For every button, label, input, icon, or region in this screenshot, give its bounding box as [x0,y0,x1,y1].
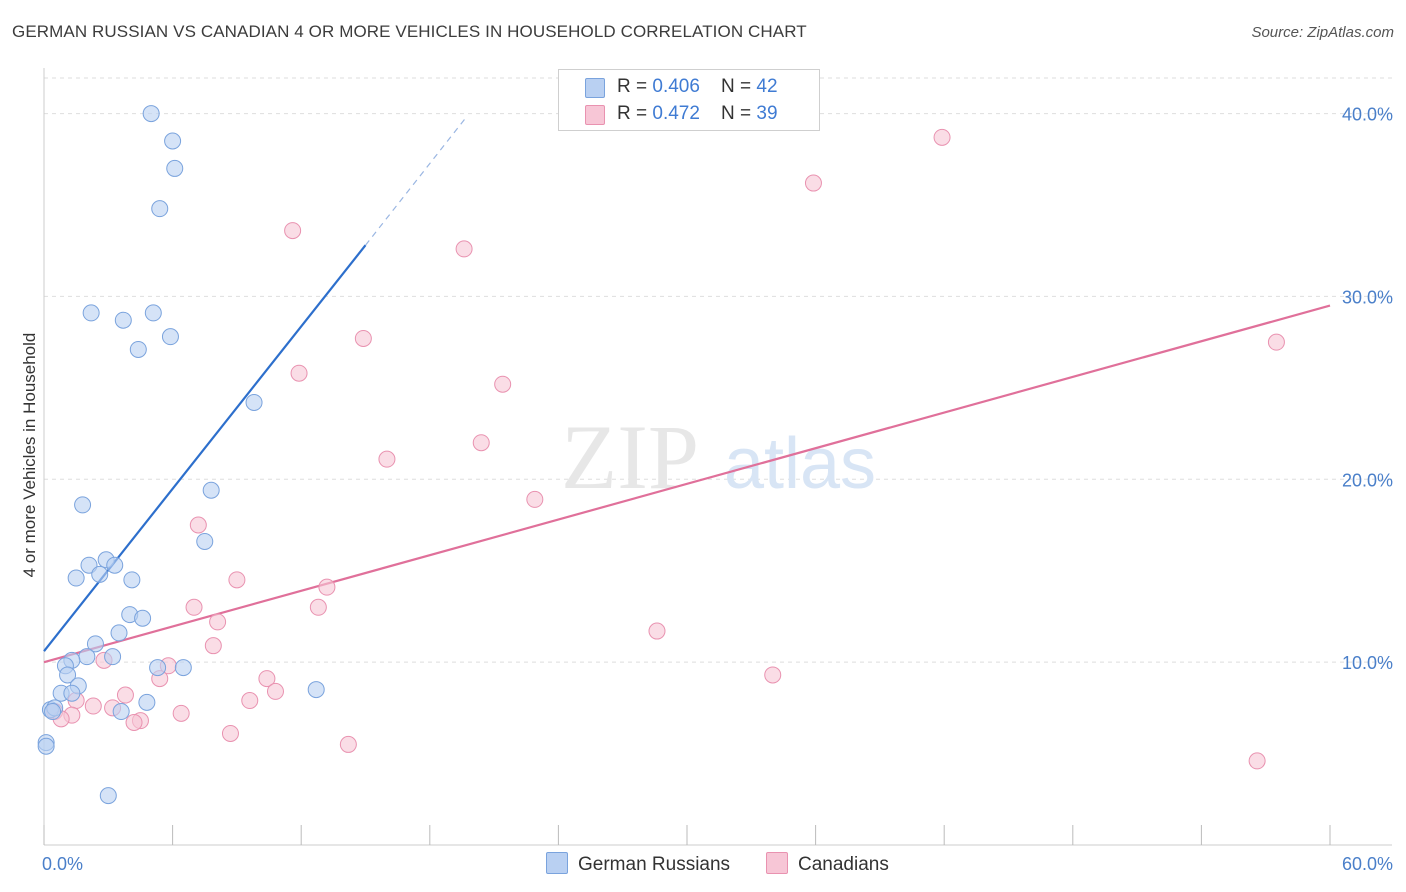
canadian-point [185,598,203,616]
correlation-legend: R = 0.406 N = 42 R = 0.472 N = 39 [558,69,820,131]
tick-labels: 10.0% 20.0% 30.0% 40.0% 0.0% 60.0% [42,105,1393,874]
y-tick-label: 20.0% [1342,470,1393,490]
german-russian-point [174,659,192,677]
german-russian-point [59,666,77,684]
gridlines [44,77,1392,663]
y-tick-label: 40.0% [1342,105,1393,125]
x-tick-label: 0.0% [42,854,83,874]
canadian-point [526,490,544,508]
german-russian-point [129,340,147,358]
x-tick-label: 60.0% [1342,854,1393,874]
chart-title: GERMAN RUSSIAN VS CANADIAN 4 OR MORE VEH… [12,22,807,41]
trend-lines [43,116,1331,664]
legend-r-label: R = [617,76,653,97]
german-russian-point [166,159,184,177]
legend-swatch-pink [585,105,605,125]
german-russian-point [202,481,220,499]
german-russian-point [112,703,130,721]
german-russian-point [144,304,162,322]
german-russian-point [91,565,109,583]
german-russian-point [307,681,325,699]
german-russian-trend-line [43,244,367,652]
data-points [37,105,1285,805]
german-russian-point [142,105,160,123]
german-russian-point [67,569,85,587]
canadian-point [116,686,134,704]
german-russian-point [245,393,263,411]
german-russian-point [106,556,124,574]
legend-n-label: N = [721,103,757,124]
canadian-point [494,375,512,393]
canadian-point [309,598,327,616]
bottom-legend-canadians: Canadians [766,852,889,876]
german-russian-point [161,328,179,346]
bottom-legend-label: Canadians [798,854,889,875]
canadian-point [339,735,357,753]
canadian-point [258,670,276,688]
canadian-point [189,516,207,534]
canadian-point [284,222,302,240]
canadian-trend-line [43,304,1331,664]
canadian-point [318,578,336,596]
canadian-point [204,637,222,655]
canadian-point [354,329,372,347]
german-russian-point [110,624,128,642]
canadian-point [764,666,782,684]
german-russian-point [99,787,117,805]
canadian-point [84,697,102,715]
german-russian-trend-extension [365,116,467,246]
canadian-point [241,692,259,710]
legend-n-value: 42 [756,76,778,97]
legend-r-label: R = [617,103,653,124]
german-russian-point [123,571,141,589]
german-russian-point [86,635,104,653]
canadian-point [455,240,473,258]
canadian-point [648,622,666,640]
german-russian-point [149,659,167,677]
german-russian-point [37,737,55,755]
bottom-legend-swatch-blue [546,852,568,874]
german-russian-point [63,684,81,702]
canadian-point [933,128,951,146]
legend-swatch-blue [585,78,605,98]
canadian-point [804,174,822,192]
y-tick-label: 10.0% [1342,653,1393,673]
german-russian-point [134,609,152,627]
canadian-point [266,682,284,700]
canadian-point [1248,752,1266,770]
watermark-zip: ZIP [561,406,699,508]
german-russian-point [82,304,100,322]
canadian-point [378,450,396,468]
legend-n-value: 39 [756,103,778,124]
y-tick-label: 30.0% [1342,287,1393,307]
canadian-point [172,704,190,722]
german-russian-point [196,532,214,550]
german-russian-point [44,703,62,721]
source-label: Source: ZipAtlas.com [1251,24,1394,41]
canadian-point [221,724,239,742]
canadian-point [472,434,490,452]
canadian-point [125,713,143,731]
german-russian-point [104,648,122,666]
legend-n-label: N = [721,76,757,97]
german-russian-point [164,132,182,150]
german-russian-point [78,648,96,666]
german-russian-point [138,693,156,711]
bottom-legend-german-russians: German Russians [546,852,730,876]
canadian-point [1267,333,1285,351]
bottom-legend-label: German Russians [578,854,731,875]
legend-r-value: 0.472 [652,103,700,124]
german-russian-point [114,311,132,329]
axes [43,68,1392,846]
canadian-point [228,571,246,589]
canadian-point [209,613,227,631]
german-russian-point [74,496,92,514]
german-russian-point [151,200,169,218]
bottom-legend-swatch-pink [766,852,788,874]
watermark: ZIP atlas [561,406,876,508]
legend-r-value: 0.406 [652,76,700,97]
canadian-point [290,364,308,382]
watermark-atlas: atlas [724,424,876,504]
